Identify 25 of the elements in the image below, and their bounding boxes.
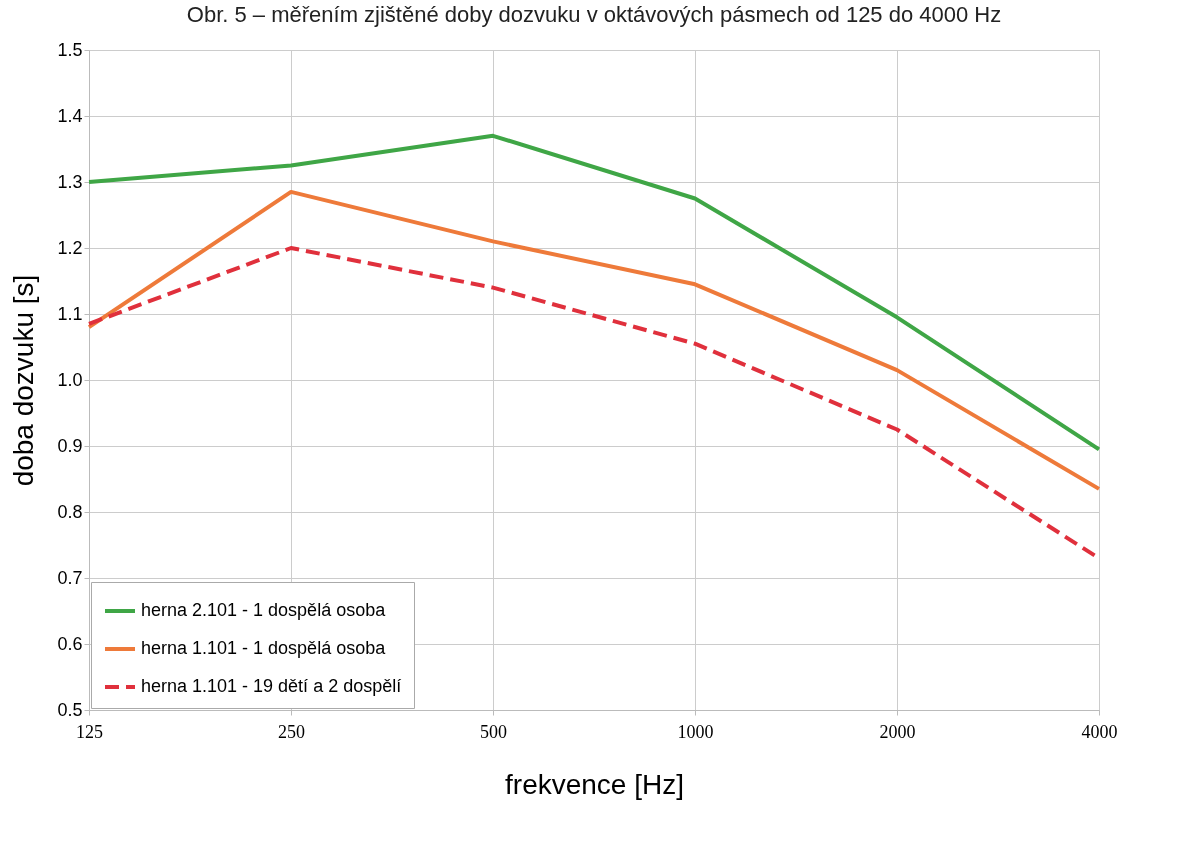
y-tick-label: 1.3 [57,171,83,192]
y-tick-label: 1.1 [57,303,83,324]
y-tick-label: 1.0 [57,369,83,390]
x-tick-label: 2000 [879,721,916,742]
x-tick-label: 500 [480,721,507,742]
x-tick-label: 1000 [677,721,714,742]
x-tick-label: 4000 [1081,721,1118,742]
x-axis-title: frekvence [Hz] [505,768,684,800]
legend-label: herna 1.101 - 1 dospělá osoba [141,638,387,658]
y-axis-title: doba dozvuku [s] [8,274,40,487]
y-tick-label: 0.9 [57,435,83,456]
line-series [87,133,1101,452]
line-series [87,189,1101,491]
y-tick-label: 0.8 [57,501,83,522]
y-tick-label: 0.7 [57,567,83,588]
legend-label: herna 1.101 - 19 dětí a 2 dospělí [141,676,402,696]
y-tick-label: 0.5 [57,699,83,720]
y-tick-label: 1.4 [57,105,83,126]
y-tick-label: 1.5 [57,39,83,60]
x-tick-label: 250 [278,721,305,742]
y-tick-label: 0.6 [57,633,83,654]
legend-label: herna 2.101 - 1 dospělá osoba [141,600,387,620]
chart-title: Obr. 5 – měřením zjištěné doby dozvuku v oktávových pásmech od 125 do 4000 Hz [186,2,1002,27]
x-tick-label: 125 [76,721,103,742]
y-tick-label: 1.2 [57,237,83,258]
